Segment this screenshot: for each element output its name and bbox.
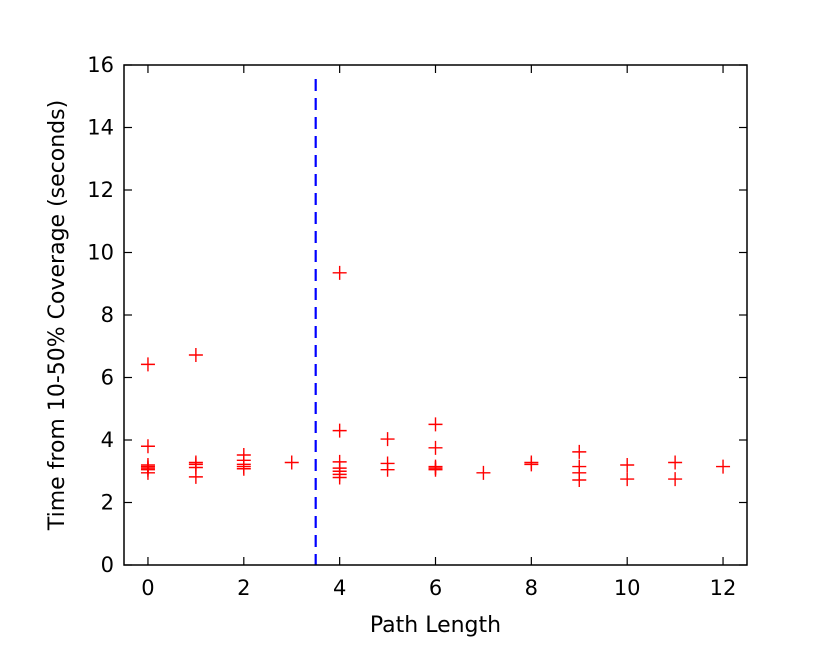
y-tick-label: 4	[101, 428, 114, 452]
y-tick-label: 0	[101, 553, 114, 577]
y-tick-label: 10	[87, 241, 114, 265]
y-axis: 0 2 4 6 8 10 12 14 16	[87, 53, 747, 577]
y-tick-label: 2	[101, 491, 114, 515]
data-point	[140, 439, 155, 454]
y-tick-label: 16	[87, 53, 114, 77]
data-point	[572, 444, 587, 459]
data-point	[428, 440, 443, 455]
data-point	[140, 357, 155, 372]
data-point	[332, 470, 347, 485]
data-point	[236, 461, 251, 476]
y-tick-label: 14	[87, 116, 114, 140]
data-point	[716, 459, 731, 474]
data-point	[476, 465, 491, 480]
data-point	[668, 472, 683, 487]
y-tick-label: 12	[87, 178, 114, 202]
x-tick-label: 8	[525, 576, 538, 600]
data-points	[140, 265, 731, 487]
y-tick-label: 8	[101, 303, 114, 327]
y-axis-label: Time from 10-50% Coverage (seconds)	[45, 100, 70, 531]
data-point	[188, 469, 203, 484]
x-tick-label: 10	[614, 576, 641, 600]
plot-area-frame	[123, 64, 748, 566]
x-tick-label: 2	[237, 576, 250, 600]
y-tick-label: 6	[101, 366, 114, 390]
data-point	[332, 423, 347, 438]
data-point	[620, 472, 635, 487]
data-point	[524, 457, 539, 472]
data-point	[140, 465, 155, 480]
data-point	[668, 455, 683, 470]
x-axis: 0 2 4 6 8 10 12	[141, 65, 736, 600]
x-tick-label: 4	[333, 576, 346, 600]
x-axis-label: Path Length	[370, 613, 501, 638]
data-point	[380, 462, 395, 477]
data-point	[620, 458, 635, 472]
x-tick-label: 12	[710, 576, 737, 600]
x-tick-label: 6	[429, 576, 442, 600]
data-point	[428, 462, 443, 477]
data-point	[284, 455, 299, 470]
x-tick-label: 0	[141, 576, 154, 600]
data-point	[380, 432, 395, 447]
data-point	[572, 473, 587, 487]
data-point	[188, 348, 203, 362]
data-point	[332, 265, 347, 280]
data-point	[428, 417, 443, 432]
